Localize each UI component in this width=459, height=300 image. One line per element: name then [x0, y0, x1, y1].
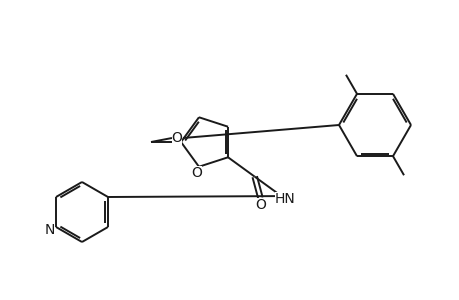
Text: O: O: [171, 131, 182, 145]
Text: O: O: [254, 198, 265, 212]
Text: HN: HN: [274, 192, 295, 206]
Text: N: N: [45, 224, 55, 238]
Text: O: O: [191, 167, 202, 180]
